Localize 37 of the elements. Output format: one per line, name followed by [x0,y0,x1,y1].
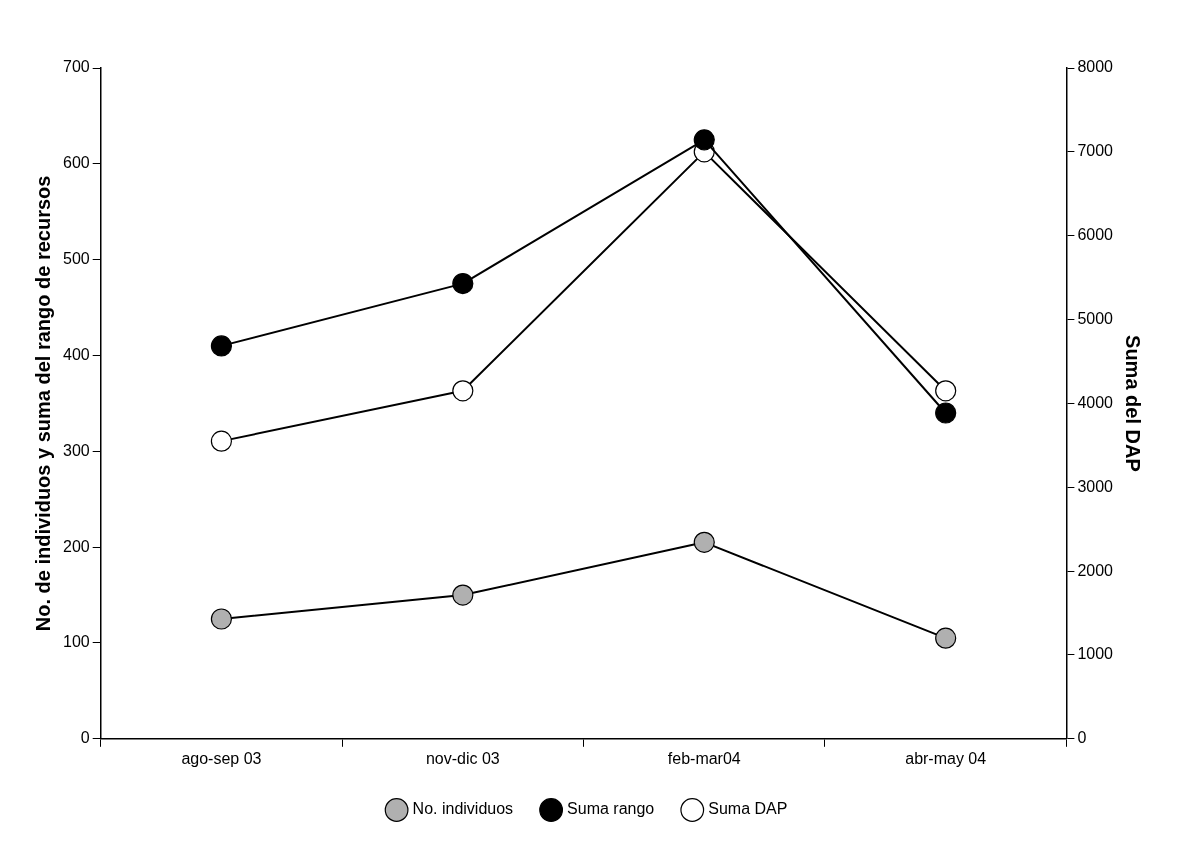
y2-tick-label: 6000 [1077,226,1114,244]
y2-tick-label: 5000 [1077,309,1114,327]
x-tick-label: ago-sep 03 [181,749,262,767]
point [452,380,474,402]
point [935,627,957,649]
y-tick-label: 300 [62,441,90,459]
y2-tick-label: 8000 [1077,58,1114,76]
legend-label: Suma DAP [708,800,788,818]
y-tick-label: 100 [62,633,90,651]
y2-tick-label: 0 [1077,729,1087,747]
point [935,402,957,424]
y2-tick-label: 7000 [1077,142,1114,160]
point [693,531,715,553]
point [693,129,715,151]
y-tick-label: 700 [62,58,90,76]
y-axis-title: No. de individuos y suma del rango de recursos [31,175,54,632]
y2-tick-label: 2000 [1077,561,1114,579]
x-tick-label: nov-dic 03 [425,749,500,767]
y-tick-label: 0 [80,729,90,747]
point [935,380,957,402]
y2-tick-label: 1000 [1077,645,1114,663]
point [452,273,474,295]
y2-tick-label: 4000 [1077,393,1114,411]
y2-tick-label: 3000 [1077,477,1114,495]
y-tick-label: 200 [62,537,90,555]
legend-label: No. individuos [412,800,514,818]
point [452,584,474,606]
point [210,430,233,452]
point [210,608,233,630]
point [210,335,233,357]
x-tick-label: abr-may 04 [905,749,987,767]
y-tick-label: 500 [62,250,90,268]
y-tick-label: 400 [62,345,90,363]
y-tick-label: 600 [62,154,90,172]
x-tick-label: feb-mar04 [667,749,741,767]
y2-axis-title: Suma del DAP [1122,335,1145,472]
legend-label: Suma rango [567,800,655,818]
